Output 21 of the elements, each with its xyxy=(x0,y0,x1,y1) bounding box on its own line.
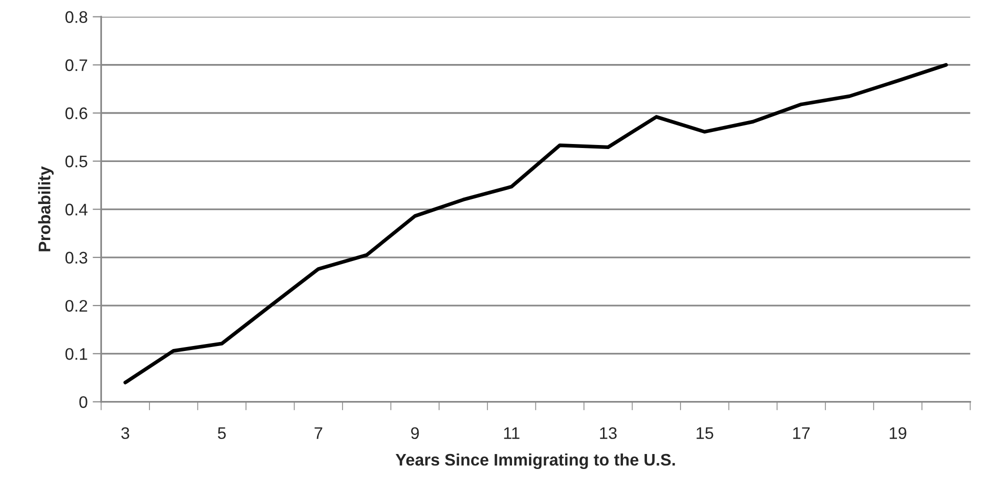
x-tick-label: 13 xyxy=(600,427,617,440)
x-tick-label: 17 xyxy=(793,427,810,439)
x-tick-label: 11 xyxy=(504,427,520,439)
y-tick-label: 0.6 xyxy=(65,107,88,120)
y-tick-label: 0.4 xyxy=(65,204,88,216)
y-tick-label: 0.3 xyxy=(65,252,88,264)
x-tick-label: 19 xyxy=(890,427,906,440)
x-tick-label: 5 xyxy=(218,427,226,440)
x-tick-label: 3 xyxy=(121,427,130,440)
y-tick-label: 0.8 xyxy=(65,11,88,23)
y-tick-label: 0.5 xyxy=(65,156,88,168)
y-tick-label: 0.2 xyxy=(65,300,88,312)
x-tick-label: 15 xyxy=(696,427,714,440)
y-tick-label: 0 xyxy=(79,396,88,408)
x-axis-title: Years Since Immigrating to the U.S. xyxy=(396,453,675,470)
x-tick-label: 9 xyxy=(411,427,419,440)
y-tick-label: 0.1 xyxy=(65,348,88,360)
y-axis-title: Probability xyxy=(38,166,54,252)
line-series xyxy=(123,63,948,384)
x-tick-label: 7 xyxy=(314,427,322,439)
y-tick-label: 0.7 xyxy=(65,59,88,72)
